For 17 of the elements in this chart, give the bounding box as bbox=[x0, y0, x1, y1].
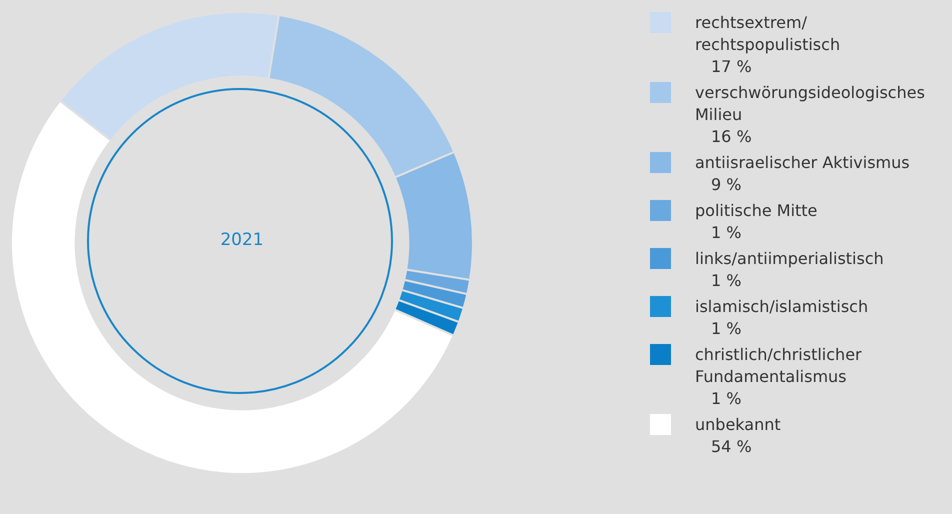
text: 2021 bbox=[219, 230, 265, 250]
data-label: 54 % bbox=[710, 436, 753, 458]
data-label: 17 % bbox=[710, 56, 753, 78]
data-label: 1 % bbox=[710, 270, 742, 292]
data-label: 1 % bbox=[710, 222, 742, 244]
legend-label: unbekannt bbox=[695, 414, 781, 436]
data-label: 16 % bbox=[710, 126, 753, 148]
legend-label: christlich/christlicher Fundamentalismus bbox=[695, 344, 863, 388]
legend-label: rechtsextrem/ rechtspopulistisch bbox=[695, 12, 840, 56]
data-label: 9 % bbox=[710, 174, 742, 196]
legend-label: islamisch/islamistisch bbox=[695, 296, 868, 318]
legend-label: antiisraelischer Aktivismus bbox=[695, 152, 910, 174]
legend-label: links/antiimperialistisch bbox=[695, 248, 884, 270]
legend-label: verschwörungsideologisches Milieu bbox=[695, 82, 926, 126]
data-label: 1 % bbox=[710, 318, 742, 340]
data-label: 1 % bbox=[710, 388, 742, 410]
legend-label: politische Mitte bbox=[695, 200, 818, 222]
